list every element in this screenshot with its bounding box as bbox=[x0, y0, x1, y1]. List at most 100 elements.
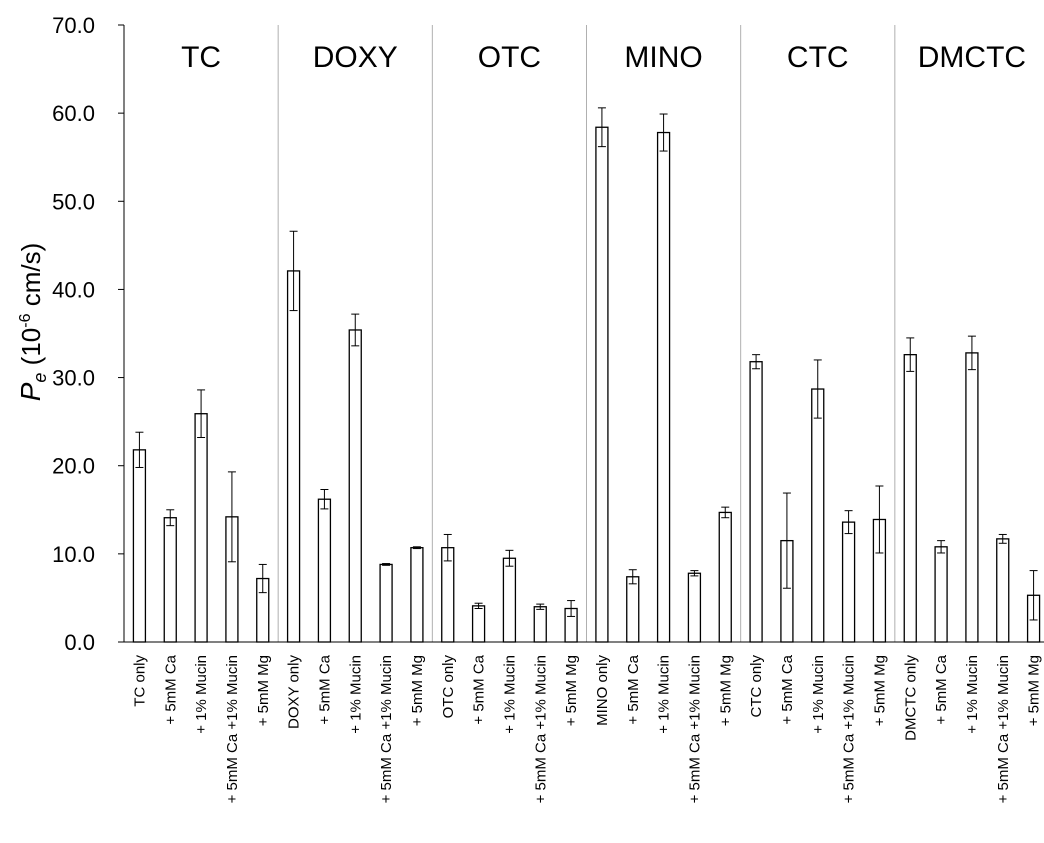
category-label: + 1% Mucin bbox=[810, 655, 827, 734]
bar bbox=[595, 126, 609, 643]
error-bar bbox=[597, 107, 606, 148]
error-bar bbox=[382, 563, 391, 566]
error-bar bbox=[567, 600, 576, 617]
bar bbox=[749, 361, 763, 643]
error-bar bbox=[813, 359, 822, 419]
error-bar bbox=[536, 603, 545, 610]
bar bbox=[811, 388, 825, 643]
bar bbox=[965, 352, 979, 643]
bar bbox=[410, 547, 424, 643]
bar bbox=[441, 547, 455, 643]
category-label: + 1% Mucin bbox=[193, 655, 210, 734]
error-bar bbox=[258, 563, 267, 594]
error-bar bbox=[998, 533, 1007, 544]
category-label: CTC only bbox=[748, 655, 765, 718]
bar bbox=[903, 354, 917, 643]
group-label: OTC bbox=[478, 41, 541, 74]
category-label: + 1% Mucin bbox=[501, 655, 518, 734]
category-label: + 5mM Mg bbox=[255, 655, 272, 726]
error-bar bbox=[628, 569, 637, 585]
category-label: + 5mM Ca +1% Mucin bbox=[378, 655, 395, 803]
category-label: + 1% Mucin bbox=[964, 655, 981, 734]
y-tick-label: 70.0 bbox=[52, 13, 95, 38]
error-bar bbox=[906, 337, 915, 372]
y-axis-title-unit: (10 bbox=[16, 328, 46, 373]
y-tick-label: 40.0 bbox=[52, 277, 95, 302]
error-bar bbox=[844, 510, 853, 535]
svg-text:Pe (10-6 cm/s): Pe (10-6 cm/s) bbox=[15, 243, 50, 402]
error-bar bbox=[320, 489, 329, 510]
category-label: + 5mM Mg bbox=[871, 655, 888, 726]
error-bar bbox=[289, 230, 298, 312]
group-separators bbox=[277, 25, 896, 642]
y-tick-label: 60.0 bbox=[52, 101, 95, 126]
error-bar bbox=[690, 570, 699, 577]
category-label: + 1% Mucin bbox=[347, 655, 364, 734]
y-tick-label: 50.0 bbox=[52, 189, 95, 214]
category-label: + 5mM Ca +1% Mucin bbox=[532, 655, 549, 803]
bar bbox=[379, 563, 393, 643]
category-label: + 5mM Ca +1% Mucin bbox=[841, 655, 858, 803]
y-axis-title-subscript: e bbox=[30, 373, 50, 383]
error-bar bbox=[443, 533, 452, 562]
bar bbox=[533, 606, 547, 643]
error-bar bbox=[782, 492, 791, 589]
error-bar bbox=[351, 313, 360, 347]
bar bbox=[286, 270, 301, 643]
bar bbox=[934, 546, 948, 643]
category-label: + 5mM Ca bbox=[625, 654, 642, 724]
category-label: + 5mM Ca +1% Mucin bbox=[224, 655, 241, 803]
bar bbox=[163, 517, 177, 643]
error-bar bbox=[474, 602, 483, 610]
group-label: CTC bbox=[787, 41, 849, 74]
category-label: OTC only bbox=[440, 655, 457, 719]
bars bbox=[132, 107, 1041, 643]
category-label: + 5mM Ca +1% Mucin bbox=[995, 655, 1012, 803]
error-bar bbox=[412, 546, 421, 550]
group-labels: TC DOXY OTC MINO CTC DMCTC bbox=[181, 41, 1026, 74]
category-label: + 5mM Ca bbox=[162, 654, 179, 724]
y-axis-title: Pe (10-6 cm/s) bbox=[15, 243, 50, 402]
error-bar bbox=[967, 335, 976, 371]
category-label: + 5mM Mg bbox=[717, 655, 734, 726]
y-axis: 0.0 10.0 20.0 30.0 40.0 50.0 60.0 70.0 bbox=[52, 13, 125, 655]
error-bar bbox=[875, 485, 884, 554]
y-tick-label: 10.0 bbox=[52, 542, 95, 567]
error-bar bbox=[135, 431, 144, 468]
error-bar bbox=[659, 113, 668, 152]
error-bar bbox=[752, 354, 761, 370]
category-label: + 5mM Ca bbox=[779, 654, 796, 724]
category-labels: TC only + 5mM Ca + 1% Mucin + 5mM Ca +1% Mu… bbox=[131, 654, 1042, 803]
error-bar bbox=[227, 471, 236, 563]
bar bbox=[626, 576, 640, 643]
y-axis-title-unit-suffix: cm/s) bbox=[16, 243, 46, 314]
group-label: TC bbox=[181, 41, 221, 74]
group-label: DMCTC bbox=[918, 41, 1026, 74]
category-label: DOXY only bbox=[286, 655, 303, 729]
category-label: + 5mM Ca bbox=[471, 654, 488, 724]
category-label: + 5mM Ca bbox=[933, 654, 950, 724]
group-label: MINO bbox=[624, 41, 702, 74]
y-axis-title-main: P bbox=[15, 382, 46, 401]
category-label: DMCTC only bbox=[902, 655, 919, 741]
category-label: + 5mM Mg bbox=[1026, 655, 1043, 726]
error-bar bbox=[721, 506, 730, 519]
y-axis-title-unit-exponent: -6 bbox=[17, 313, 34, 327]
bar bbox=[718, 511, 732, 643]
bar bbox=[471, 605, 486, 643]
category-label: + 5mM Mg bbox=[563, 655, 580, 726]
error-bar bbox=[197, 389, 206, 439]
y-tick-label: 0.0 bbox=[64, 630, 95, 655]
y-tick-label: 30.0 bbox=[52, 366, 95, 391]
category-label: MINO only bbox=[594, 655, 611, 726]
error-bar bbox=[505, 549, 514, 567]
error-bar bbox=[1029, 570, 1038, 621]
error-bar bbox=[937, 540, 946, 554]
bar bbox=[348, 329, 362, 643]
bar bbox=[687, 572, 702, 643]
bar bbox=[502, 557, 517, 643]
bar bbox=[194, 413, 208, 643]
y-tick-label: 20.0 bbox=[52, 454, 95, 479]
category-label: + 5mM Mg bbox=[409, 655, 426, 726]
